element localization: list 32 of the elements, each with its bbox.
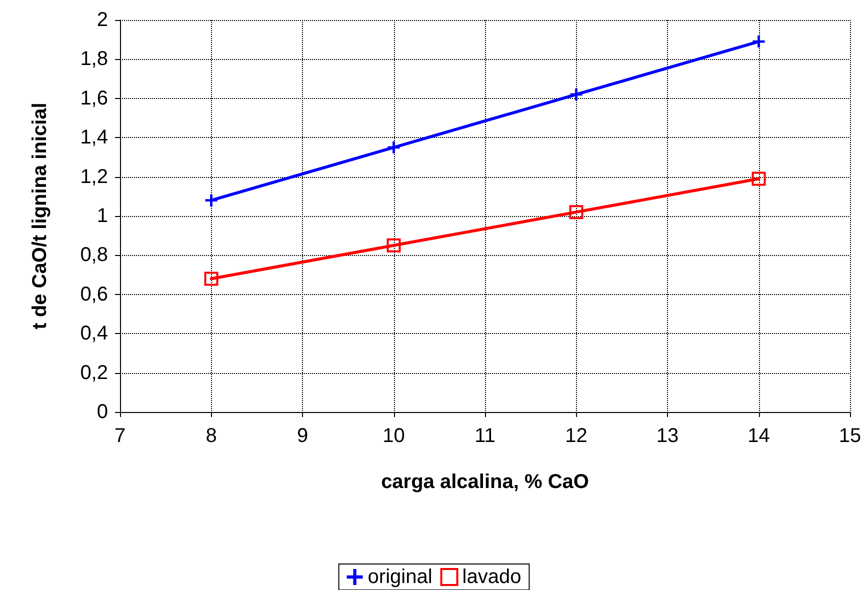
x-tick-label: 13 bbox=[656, 425, 679, 447]
x-tick-label: 9 bbox=[296, 425, 308, 447]
y-tick-label: 2 bbox=[96, 9, 108, 31]
x-tick-label: 10 bbox=[382, 425, 405, 447]
point bbox=[205, 194, 218, 206]
x-tick-label: 14 bbox=[748, 425, 770, 447]
legend-label: lavado bbox=[462, 566, 522, 588]
y-tick-label: 1,6 bbox=[80, 87, 108, 110]
y-tick-label: 1,4 bbox=[80, 126, 108, 149]
point bbox=[569, 205, 584, 220]
y-tick-label: 0,4 bbox=[80, 322, 108, 345]
y-tick-label: 1,2 bbox=[80, 166, 108, 188]
x-tick-label: 11 bbox=[474, 425, 496, 447]
y-tick-label: 1 bbox=[96, 205, 108, 227]
y-tick-label: 0,2 bbox=[80, 362, 108, 384]
x-tick-label: 8 bbox=[206, 425, 217, 447]
point bbox=[204, 272, 218, 286]
y-tick-label: 0,6 bbox=[80, 283, 108, 306]
point bbox=[386, 238, 401, 252]
x-tick-label: 7 bbox=[114, 425, 126, 447]
y-axis-title: t de CaO/t lignina inicial bbox=[29, 102, 51, 330]
point bbox=[388, 141, 400, 154]
x-tick-label: 12 bbox=[565, 425, 588, 447]
x-tick-label: 15 bbox=[838, 425, 862, 447]
point bbox=[570, 88, 582, 100]
y-tick-label: 1,8 bbox=[80, 48, 108, 70]
point bbox=[752, 172, 766, 186]
y-tick-label: 0 bbox=[96, 401, 108, 423]
legend-label: original bbox=[368, 566, 432, 588]
point bbox=[752, 36, 765, 48]
x-axis-title: carga alcalina, % CaO bbox=[381, 471, 589, 493]
y-tick-label: 0,8 bbox=[80, 244, 108, 266]
